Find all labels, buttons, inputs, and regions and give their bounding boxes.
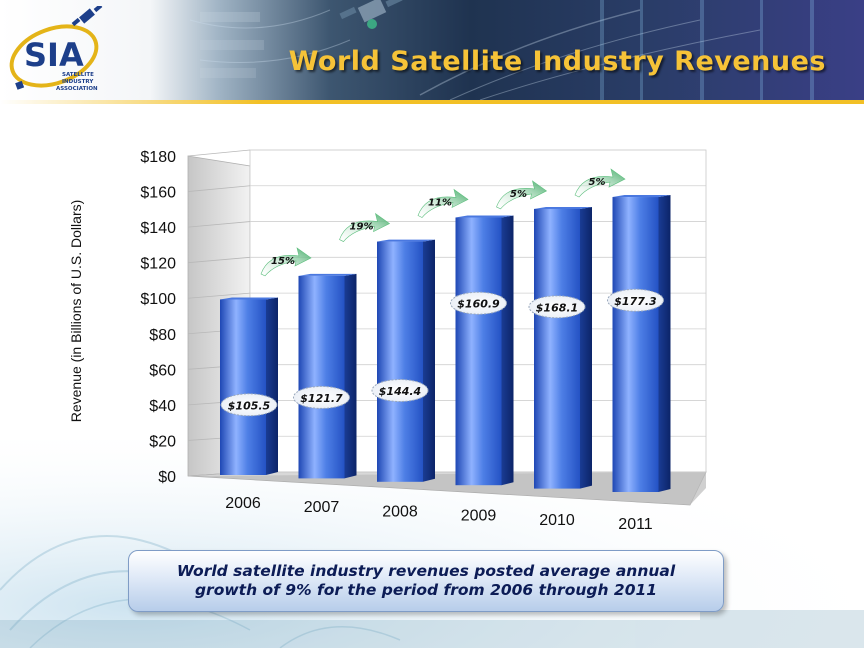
value-label-badge bbox=[293, 385, 350, 409]
side-gridline bbox=[187, 221, 251, 228]
x-tick-label: 2007 bbox=[304, 499, 340, 516]
value-label-badge bbox=[607, 288, 664, 312]
logo-line-2: INDUSTRY bbox=[62, 79, 94, 85]
value-label: $177.3 bbox=[614, 295, 657, 308]
caption-text: World satellite industry revenues posted… bbox=[176, 562, 676, 599]
y-tick-label: $0 bbox=[158, 469, 176, 486]
side-gridline bbox=[187, 185, 251, 192]
logo-line-3: ASSOCIATION bbox=[56, 86, 98, 92]
bar-side bbox=[658, 195, 671, 492]
value-label: $144.4 bbox=[379, 385, 421, 398]
y-tick-label: $80 bbox=[149, 327, 176, 344]
header-banner: World Satellite Industry Revenues bbox=[0, 0, 864, 100]
bar bbox=[298, 275, 345, 479]
growth-arrow bbox=[496, 180, 548, 210]
bar-top bbox=[455, 215, 514, 218]
header-background-art bbox=[189, 0, 814, 100]
bar-top bbox=[377, 239, 435, 242]
logo-line-1: SATELLITE bbox=[62, 72, 94, 78]
background-satellite-dish-art bbox=[0, 440, 864, 648]
bar bbox=[612, 197, 659, 492]
value-label: $160.9 bbox=[457, 298, 500, 311]
y-tick-label: $120 bbox=[140, 256, 176, 273]
bar-side bbox=[501, 215, 514, 486]
bar bbox=[534, 208, 580, 489]
growth-label: 15% bbox=[271, 256, 295, 267]
bar-side bbox=[266, 297, 278, 475]
caption-box: World satellite industry revenues posted… bbox=[128, 550, 724, 612]
bar-side bbox=[580, 206, 592, 489]
bar-side bbox=[344, 273, 357, 479]
growth-label: 11% bbox=[428, 198, 452, 209]
page-title: World Satellite Industry Revenues bbox=[288, 46, 826, 77]
sia-logo: SIA SATELLITE INDUSTRY ASSOCIATION bbox=[9, 6, 103, 92]
bar-side bbox=[423, 239, 435, 482]
side-gridline bbox=[187, 256, 251, 264]
growth-arrow bbox=[339, 212, 391, 242]
bar bbox=[220, 299, 266, 475]
header-accent-line bbox=[0, 100, 864, 104]
bar-top bbox=[534, 206, 592, 209]
x-tick-label: 2006 bbox=[225, 495, 261, 512]
value-label-badge bbox=[371, 379, 429, 403]
y-tick-label: $160 bbox=[140, 185, 176, 202]
bar bbox=[377, 241, 423, 482]
value-label: $168.1 bbox=[536, 301, 578, 314]
growth-label: 19% bbox=[350, 222, 374, 233]
bar-top bbox=[220, 297, 278, 300]
logo-text: SIA bbox=[24, 36, 84, 74]
x-tick-label: 2011 bbox=[618, 516, 653, 533]
y-axis-label: Revenue (in Billions of U.S. Dollars) bbox=[68, 200, 84, 423]
growth-label: 5% bbox=[510, 189, 527, 200]
y-tick-label: $20 bbox=[149, 433, 176, 450]
value-label: $121.7 bbox=[300, 392, 343, 405]
y-tick-label: $40 bbox=[149, 398, 176, 415]
bar bbox=[455, 217, 502, 486]
value-label-badge bbox=[528, 295, 586, 319]
chart-labels: $0 $20 $40 $60 $80 $100 $120 $140 $160 $180 Revenu… bbox=[68, 149, 664, 533]
value-label: $105.5 bbox=[228, 399, 271, 412]
x-tick-label: 2008 bbox=[382, 503, 418, 520]
chart-bars bbox=[220, 195, 671, 492]
growth-arrow bbox=[260, 247, 312, 277]
y-tick-label: $60 bbox=[149, 362, 176, 379]
bar-top bbox=[298, 273, 357, 276]
y-tick-label: $180 bbox=[140, 149, 176, 166]
growth-arrow bbox=[574, 168, 626, 198]
bar-top bbox=[612, 195, 671, 198]
value-label-badge bbox=[220, 393, 278, 417]
growth-label: 5% bbox=[589, 177, 606, 188]
y-tick-label: $100 bbox=[140, 291, 176, 308]
growth-arrow bbox=[417, 188, 469, 218]
side-gridline bbox=[187, 149, 251, 157]
x-tick-label: 2010 bbox=[539, 512, 575, 529]
side-gridline bbox=[187, 292, 251, 299]
x-tick-label: 2009 bbox=[461, 508, 497, 525]
value-label-badge bbox=[450, 291, 507, 315]
y-tick-label: $140 bbox=[140, 220, 176, 237]
